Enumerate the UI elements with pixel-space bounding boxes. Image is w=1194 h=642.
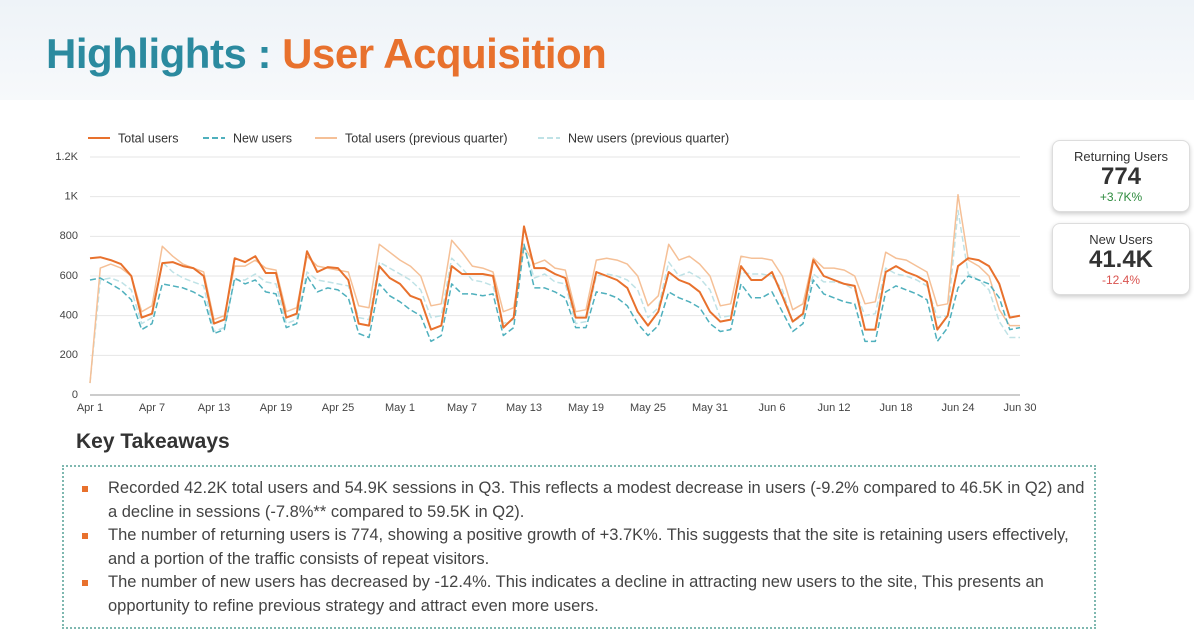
y-tick-label: 200 — [60, 349, 78, 361]
x-tick-label: May 13 — [506, 402, 542, 414]
x-tick-label: Jun 12 — [817, 402, 850, 414]
x-tick-label: May 1 — [385, 402, 415, 414]
y-tick-label: 600 — [60, 270, 78, 282]
series-line — [89, 243, 1021, 343]
kpi-value: 774 — [1100, 163, 1142, 190]
y-tick-label: 400 — [60, 310, 78, 322]
title-main: User Acquisition — [282, 30, 607, 77]
legend-label: Total users (previous quarter) — [345, 131, 508, 145]
takeaways-box: Recorded 42.2K total users and 54.9K ses… — [62, 465, 1096, 629]
kpi-change: -12.4% — [1101, 273, 1141, 287]
kpi-change: +3.7K% — [1099, 190, 1143, 204]
kpi-label: Returning Users — [1074, 149, 1168, 164]
series-line — [89, 193, 1020, 384]
x-tick-label: Jun 18 — [879, 402, 912, 414]
x-tick-label: May 25 — [630, 402, 666, 414]
x-tick-label: May 31 — [692, 402, 728, 414]
x-tick-label: May 19 — [568, 402, 604, 414]
series-line — [89, 209, 1020, 384]
takeaways-list: Recorded 42.2K total users and 54.9K ses… — [64, 477, 1094, 618]
kpi-label: New Users — [1089, 232, 1153, 247]
takeaway: Recorded 42.2K total users and 54.9K ses… — [82, 477, 1094, 524]
y-tick-label: 1K — [65, 191, 79, 203]
chart: 0 200 400 600 800 1K 1.2K Apr 1 Apr 7 Apr 13 Apr 1… — [55, 131, 1036, 414]
x-tick-label: May 7 — [447, 402, 477, 414]
x-tick-label: Jun 24 — [941, 402, 974, 414]
y-tick-label: 800 — [60, 230, 78, 242]
legend-label: Total users — [118, 131, 178, 145]
x-tick-label: Apr 19 — [260, 402, 292, 414]
x-tick-label: Jun 30 — [1003, 402, 1036, 414]
series-line — [89, 225, 1021, 331]
legend-label: New users (previous quarter) — [568, 131, 729, 145]
x-tick-label: Jun 6 — [759, 402, 786, 414]
takeaway: The number of new users has decreased by… — [82, 571, 1094, 618]
x-tick-label: Apr 7 — [139, 402, 165, 414]
y-tick-label: 1.2K — [55, 151, 78, 163]
slide-title: Highlights : User Acquisition — [46, 30, 607, 78]
x-tick-label: Apr 1 — [77, 402, 103, 414]
takeaway: The number of returning users is 774, sh… — [82, 524, 1094, 571]
y-tick-label: 0 — [72, 389, 78, 401]
title-prefix: Highlights : — [46, 30, 271, 77]
kpi-card: Returning Users 774 +3.7K% — [1052, 140, 1190, 212]
x-tick-label: Apr 25 — [322, 402, 354, 414]
section-title: Key Takeaways — [76, 430, 230, 453]
kpi-card: New Users 41.4K -12.4% — [1052, 223, 1190, 295]
x-tick-label: Apr 13 — [198, 402, 230, 414]
legend-label: New users — [233, 131, 292, 145]
kpi-value: 41.4K — [1088, 246, 1154, 273]
